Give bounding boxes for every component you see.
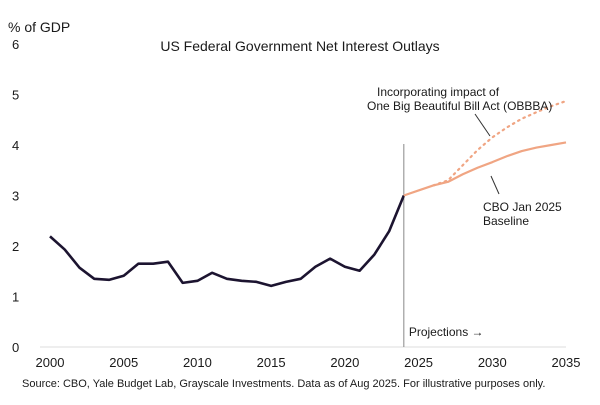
baseline-annotation-line1: CBO Jan 2025 xyxy=(483,200,562,214)
x-tick-label: 2010 xyxy=(183,355,212,370)
baseline-annotation-line2: Baseline xyxy=(483,214,529,228)
y-tick-label: 0 xyxy=(12,340,19,355)
x-tick-label: 2030 xyxy=(478,355,507,370)
chart-title: US Federal Government Net Interest Outla… xyxy=(160,38,439,54)
y-axis-label: % of GDP xyxy=(8,19,70,35)
series-line-obbba xyxy=(432,99,568,187)
source-note: Source: CBO, Yale Budget Lab, Grayscale … xyxy=(22,378,545,390)
x-tick-label: 2020 xyxy=(330,355,359,370)
x-tick-label: 2025 xyxy=(404,355,433,370)
series-line-historical xyxy=(49,195,406,288)
y-tick-label: 5 xyxy=(12,88,19,103)
y-tick-label: 3 xyxy=(12,189,19,204)
x-tick-label: 2035 xyxy=(552,355,581,370)
x-tick-label: 2015 xyxy=(257,355,286,370)
series-line-baseline xyxy=(403,141,567,197)
y-tick-label: 1 xyxy=(12,290,19,305)
y-tick-label: 2 xyxy=(12,239,19,254)
obbba-leader-line xyxy=(474,113,491,137)
x-tick-label: 2000 xyxy=(36,355,65,370)
obbba-annotation-line1: Incorporating impact of xyxy=(377,85,500,99)
obbba-annotation-line2: One Big Beautiful Bill Act (OBBBA) xyxy=(367,99,552,113)
x-tick-label: 2005 xyxy=(109,355,138,370)
y-tick-label: 4 xyxy=(12,138,19,153)
projection-label: Projections → xyxy=(409,325,484,339)
baseline-leader-line xyxy=(490,175,500,195)
y-tick-label: 6 xyxy=(12,37,19,52)
